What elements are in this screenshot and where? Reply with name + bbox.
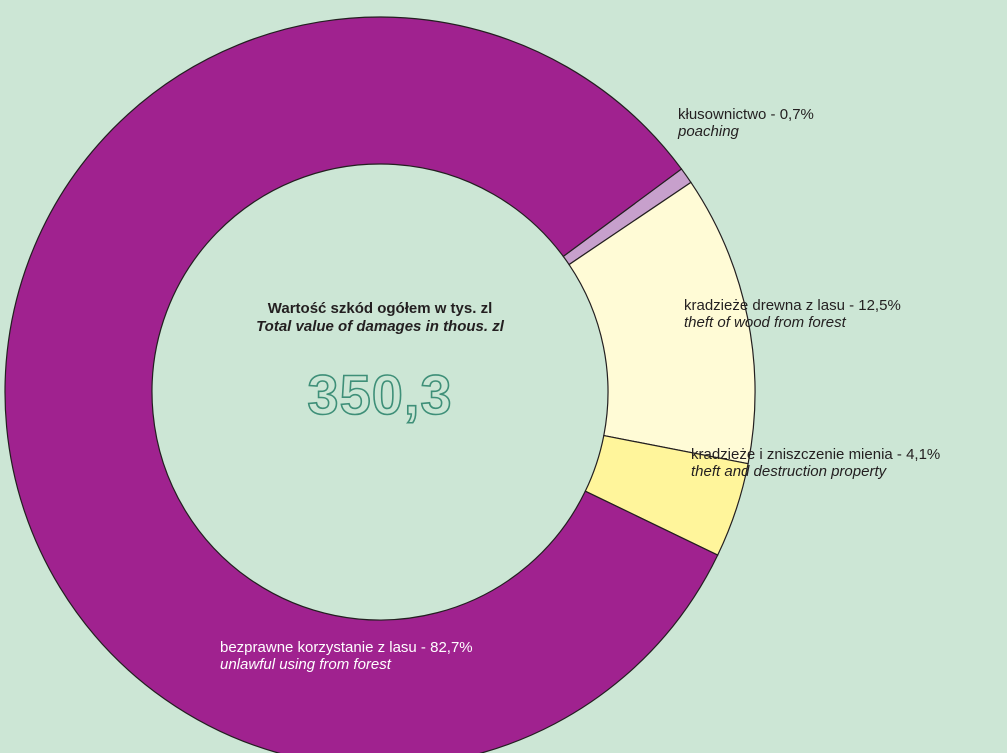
title-polish: Wartość szkód ogółem w tys. zl — [180, 300, 580, 318]
slice-label-en: theft and destruction property — [691, 463, 940, 480]
slice-label-wood-theft: kradzieże drewna z lasu - 12,5% theft of… — [684, 297, 901, 331]
slice-label-property-theft: kradzieże i zniszczenie mienia - 4,1% th… — [691, 446, 940, 480]
slice-label-pl: bezprawne korzystanie z lasu - 82,7% — [220, 639, 473, 656]
title-english: Total value of damages in thous. zl — [180, 318, 580, 336]
slice-label-pl: kłusownictwo - 0,7% — [678, 106, 814, 123]
slice-label-en: unlawful using from forest — [220, 656, 473, 673]
slice-label-unlawful-use: bezprawne korzystanie z lasu - 82,7% unl… — [220, 639, 473, 673]
slice-label-en: theft of wood from forest — [684, 314, 901, 331]
total-value: 350,3 — [180, 362, 580, 427]
slice-label-poaching: kłusownictwo - 0,7% poaching — [678, 106, 814, 140]
slice-label-pl: kradzieże i zniszczenie mienia - 4,1% — [691, 446, 940, 463]
chart-title: Wartość szkód ogółem w tys. zl Total val… — [180, 300, 580, 336]
slice-label-pl: kradzieże drewna z lasu - 12,5% — [684, 297, 901, 314]
slice-label-en: poaching — [678, 123, 814, 140]
